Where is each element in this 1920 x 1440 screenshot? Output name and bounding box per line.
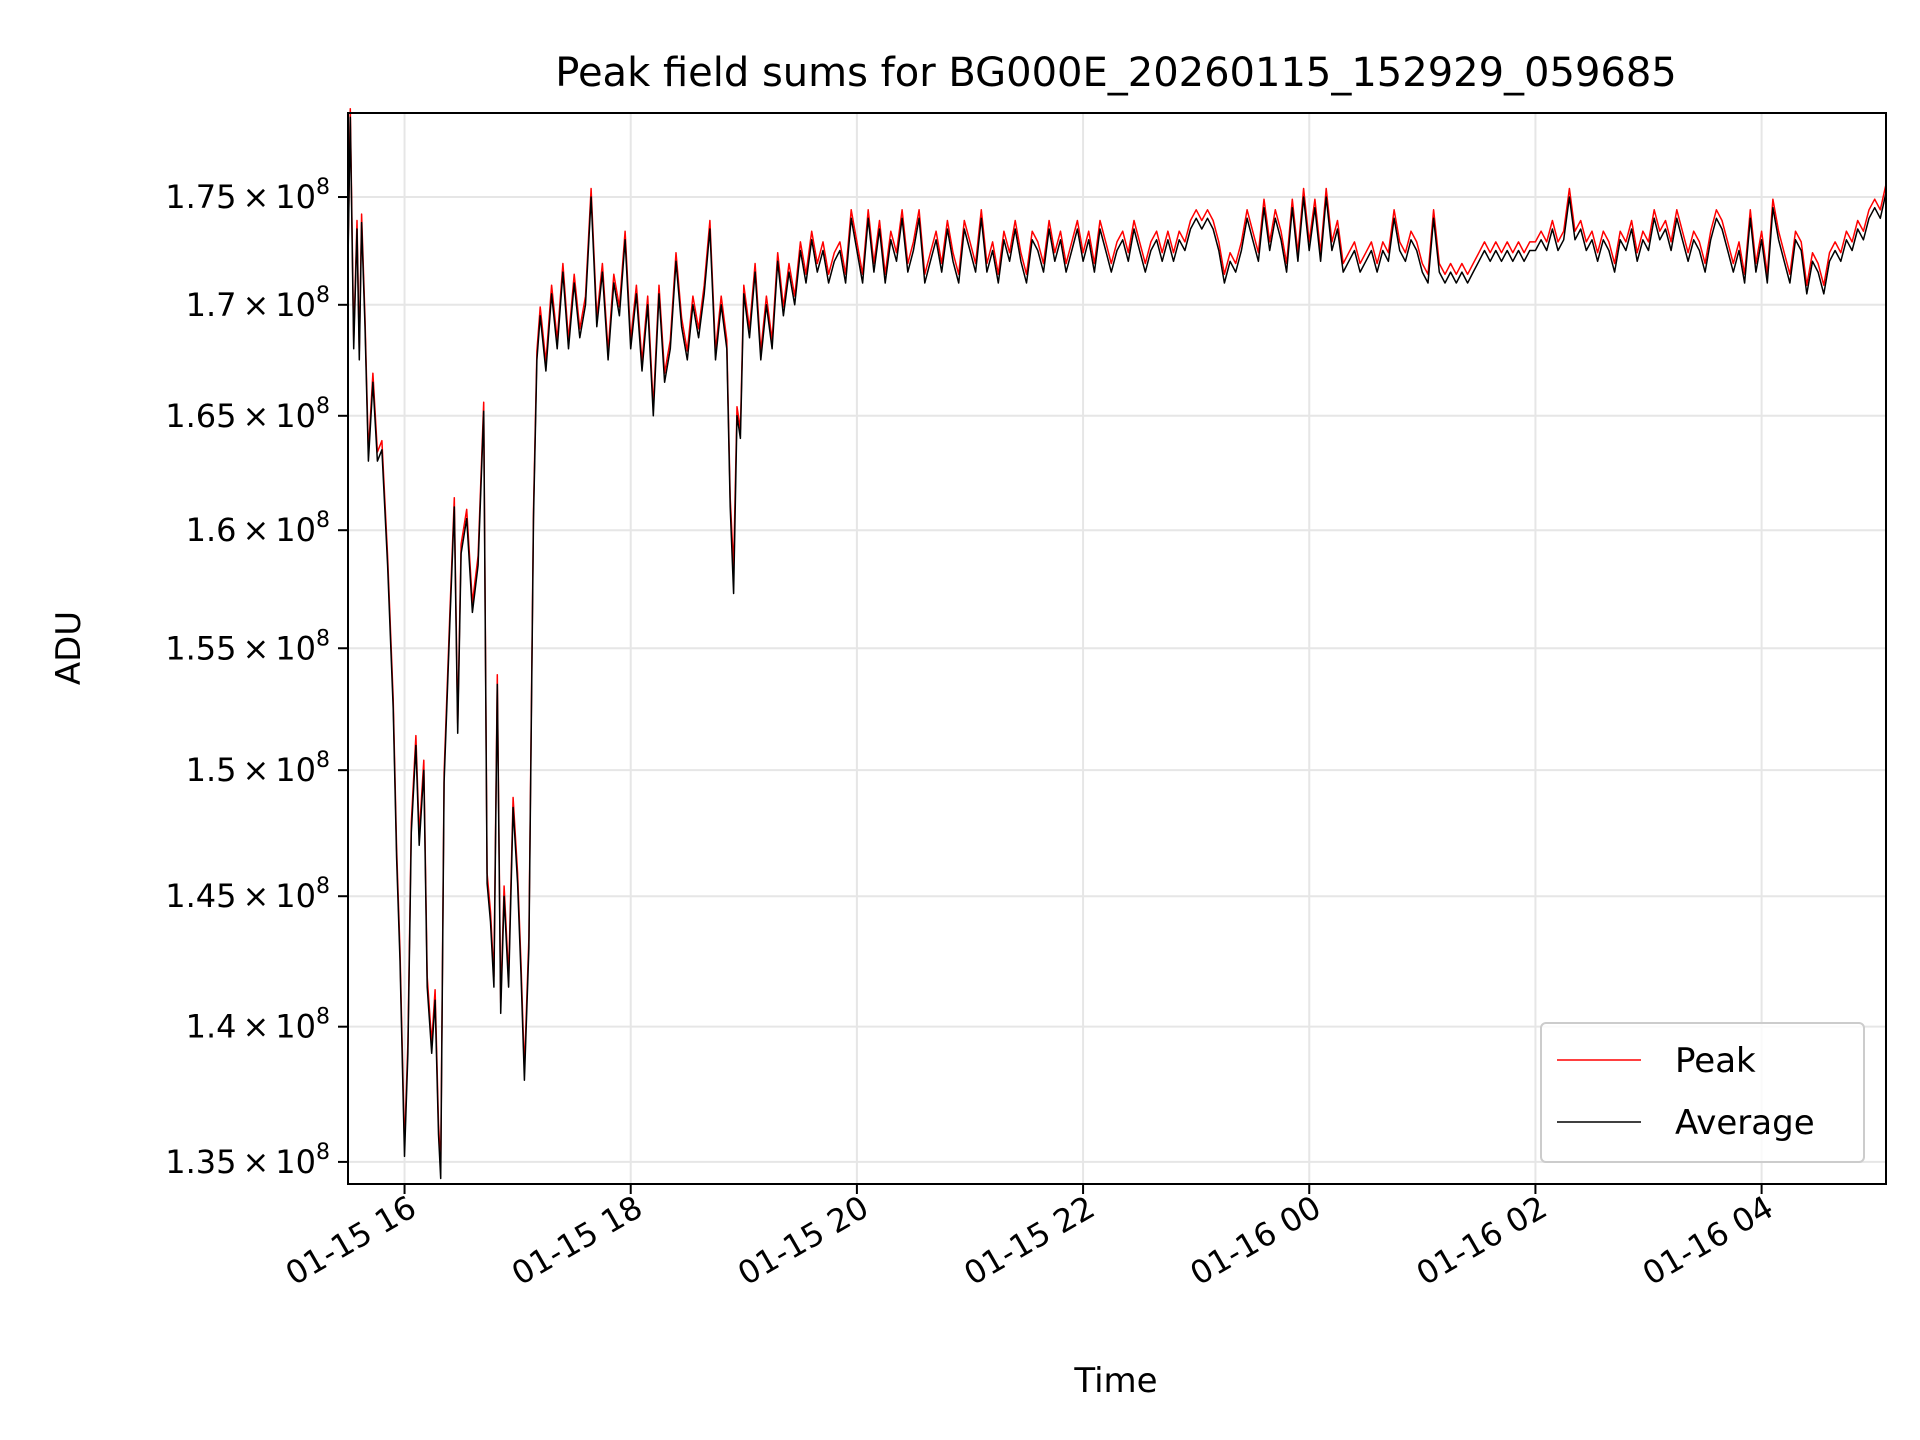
y-tick-mantissa: 1.55 <box>165 629 236 667</box>
y-tick-label: 1.5 × 108 <box>186 748 330 789</box>
y-tick-times: × <box>242 1143 269 1181</box>
y-tick-times: × <box>242 397 269 435</box>
y-axis-label: ADU <box>49 611 89 685</box>
legend-box <box>1540 1022 1865 1163</box>
x-axis-label: Time <box>1073 1361 1157 1401</box>
y-tick-base: 10 <box>275 1143 316 1181</box>
legend: Peak Average <box>1540 1022 1865 1163</box>
series-line-average <box>347 116 1887 1180</box>
y-tick-exponent: 8 <box>316 1140 330 1165</box>
y-tick-exponent: 8 <box>316 626 330 651</box>
y-tick-base: 10 <box>275 1008 316 1046</box>
y-tick-base: 10 <box>275 511 316 549</box>
y-tick-label: 1.75 × 108 <box>165 175 330 216</box>
y-tick-label: 1.6 × 108 <box>186 508 330 549</box>
y-tick-mantissa: 1.75 <box>165 178 236 216</box>
y-tick-exponent: 8 <box>316 1005 330 1030</box>
y-tick-exponent: 8 <box>316 283 330 308</box>
legend-peak-label: Peak <box>1675 1041 1756 1081</box>
chart-title: Peak field sums for BG000E_20260115_1529… <box>555 50 1676 96</box>
y-tick-exponent: 8 <box>316 394 330 419</box>
legend-average-label: Average <box>1675 1103 1815 1143</box>
y-tick-label: 1.65 × 108 <box>165 394 330 435</box>
y-tick-times: × <box>242 178 269 216</box>
y-tick-label: 1.55 × 108 <box>165 626 330 667</box>
y-tick-times: × <box>242 877 269 915</box>
y-tick-mantissa: 1.7 <box>186 286 237 324</box>
y-tick-mantissa: 1.45 <box>165 877 236 915</box>
y-tick-mantissa: 1.6 <box>186 511 237 549</box>
y-tick-mantissa: 1.4 <box>186 1008 237 1046</box>
y-tick-base: 10 <box>275 178 316 216</box>
y-tick-times: × <box>242 511 269 549</box>
grid <box>348 113 1886 1184</box>
y-tick-mantissa: 1.65 <box>165 397 236 435</box>
y-tick-base: 10 <box>275 629 316 667</box>
y-tick-exponent: 8 <box>316 175 330 200</box>
y-tick-label: 1.35 × 108 <box>165 1140 330 1181</box>
y-tick-label: 1.45 × 108 <box>165 874 330 915</box>
plot-area <box>347 108 1887 1180</box>
y-tick-times: × <box>242 286 269 324</box>
y-tick-exponent: 8 <box>316 748 330 773</box>
y-tick-times: × <box>242 629 269 667</box>
y-tick-mantissa: 1.35 <box>165 1143 236 1181</box>
y-tick-times: × <box>242 1008 269 1046</box>
y-tick-base: 10 <box>275 751 316 789</box>
y-tick-mantissa: 1.5 <box>186 751 237 789</box>
y-tick-base: 10 <box>275 397 316 435</box>
y-tick-base: 10 <box>275 286 316 324</box>
y-tick-exponent: 8 <box>316 508 330 533</box>
y-tick-label: 1.7 × 108 <box>186 283 330 324</box>
y-tick-times: × <box>242 751 269 789</box>
y-tick-base: 10 <box>275 877 316 915</box>
y-tick-label: 1.4 × 108 <box>186 1005 330 1046</box>
y-tick-exponent: 8 <box>316 874 330 899</box>
